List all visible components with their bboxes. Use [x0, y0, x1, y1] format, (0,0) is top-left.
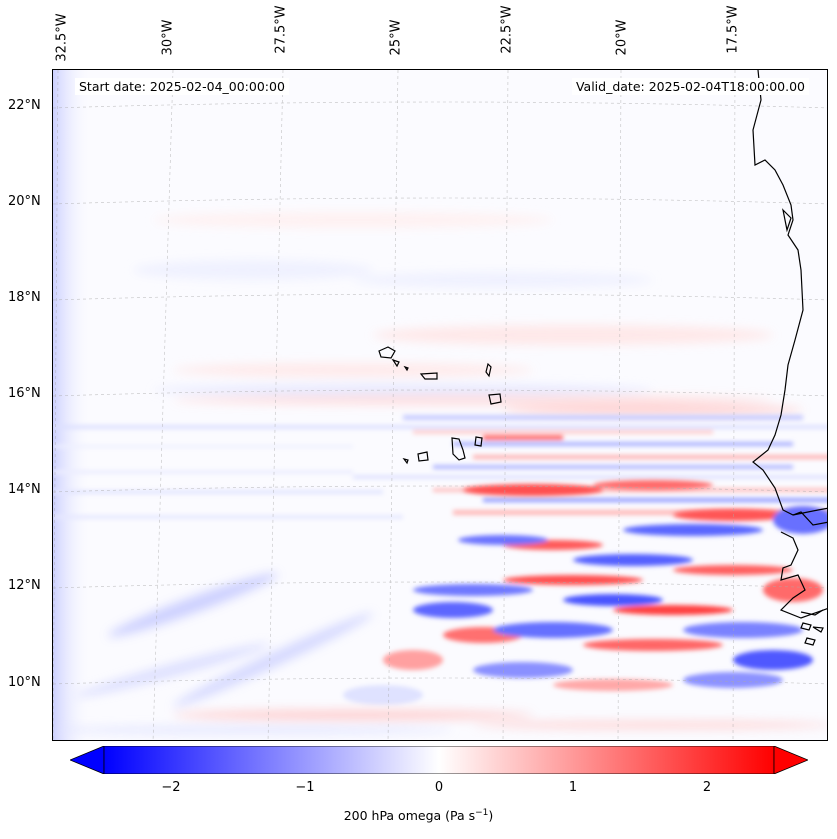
colorbar-tick-1: 1: [568, 780, 578, 795]
africa-coastline: [752, 70, 827, 646]
lon-label-17-5w: 17.5°W: [725, 5, 741, 54]
colorbar-title: 200 hPa omega (Pa s−1): [0, 808, 837, 823]
lon-label-30w: 30°W: [160, 19, 176, 56]
map-plot-area[interactable]: [52, 69, 828, 741]
lat-label-20n: 20°N: [8, 194, 41, 209]
colorbar-min-extension: [68, 745, 105, 775]
cape-verde-islands: [378, 346, 502, 465]
lat-label-12n: 12°N: [8, 578, 41, 593]
lon-label-25w: 25°W: [388, 19, 404, 56]
colorbar: [68, 745, 810, 775]
colorbar-tick-0: 0: [434, 780, 444, 795]
lon-label-27-5w: 27.5°W: [273, 5, 289, 54]
colorbar-tick-minus1: −1: [295, 780, 315, 795]
colorbar-gradient: [103, 745, 775, 775]
field-left-band: [53, 70, 93, 740]
lat-label-18n: 18°N: [8, 290, 41, 305]
colorbar-title-text: 200 hPa omega (Pa s: [343, 808, 476, 824]
colorbar-tick-2: 2: [702, 780, 712, 795]
colorbar-graphic: [68, 745, 810, 775]
lat-label-22n: 22°N: [8, 98, 41, 113]
field-south-turbulence: [343, 480, 827, 705]
field-north-features: [133, 212, 803, 415]
start-date-label: Start date: 2025-02-04_00:00:00: [75, 78, 289, 95]
field-mid-bands: [53, 415, 827, 519]
lat-label-16n: 16°N: [8, 386, 41, 401]
colorbar-title-end: ): [488, 808, 494, 824]
lon-label-20w: 20°W: [614, 19, 630, 56]
lon-label-32-5w: 32.5°W: [54, 13, 70, 62]
omega-field: [53, 70, 827, 740]
field-west-streaks: [53, 573, 827, 734]
colorbar-title-exponent: −1: [475, 808, 489, 818]
colorbar-tick-minus2: −2: [161, 780, 181, 795]
lat-label-14n: 14°N: [8, 482, 41, 497]
lat-label-10n: 10°N: [8, 675, 41, 690]
colorbar-max-extension: [773, 745, 810, 775]
valid-date-label: Valid_date: 2025-02-04T18:00:00.00: [571, 78, 809, 95]
lon-label-22-5w: 22.5°W: [499, 5, 515, 54]
graticule: [53, 70, 827, 740]
